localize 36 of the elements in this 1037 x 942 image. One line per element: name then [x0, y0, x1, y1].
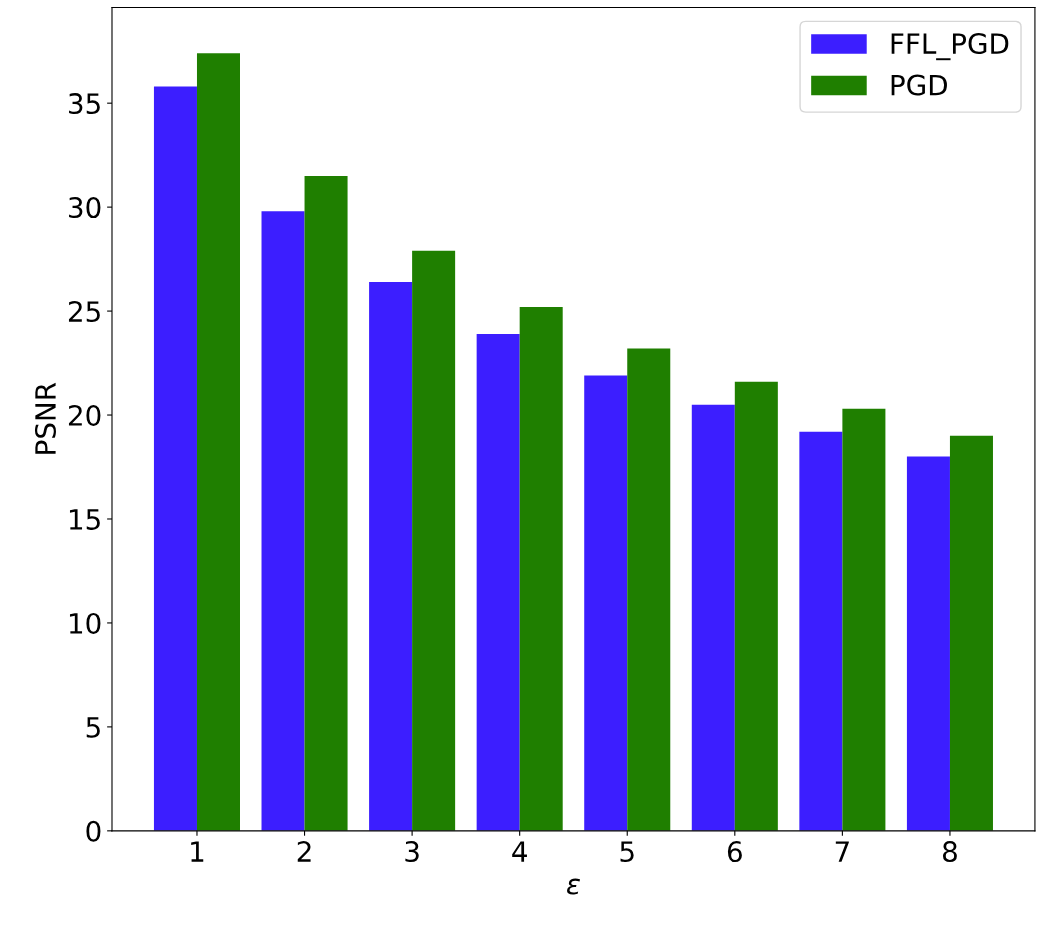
y-tick-label: 25 [68, 301, 100, 323]
y-tick-label: 5 [86, 717, 100, 738]
bar [153, 86, 197, 831]
bar [799, 431, 843, 831]
bar [842, 408, 886, 831]
bar [476, 333, 520, 831]
bar [261, 211, 305, 831]
y-tick-label: 30 [69, 197, 101, 219]
bar [304, 175, 348, 831]
x-tick-label: 3 [405, 841, 419, 863]
y-tick-label: 35 [69, 93, 100, 115]
y-tick-label: 10 [69, 612, 101, 634]
bar [949, 435, 993, 831]
bar [196, 53, 240, 831]
bar [369, 281, 413, 831]
y-tick-label: 20 [68, 404, 101, 426]
bar [627, 348, 671, 831]
bar [584, 375, 628, 831]
x-tick-label: 1 [191, 841, 204, 862]
bar [906, 456, 950, 831]
x-tick-label: 4 [512, 841, 527, 862]
y-tick-label: 0 [86, 820, 101, 842]
x-tick-label: 5 [620, 841, 634, 863]
y-axis-title: PSNR [34, 382, 56, 454]
x-tick-label: 8 [942, 841, 957, 863]
bar [734, 381, 778, 831]
bar [691, 404, 735, 831]
bar [412, 250, 456, 831]
bar [519, 306, 563, 831]
x-tick-label: 2 [297, 841, 311, 862]
legend-label: FFL_PGD [891, 33, 1009, 61]
x-tick-label: 7 [835, 841, 849, 862]
x-axis-title: ε [567, 878, 580, 895]
y-tick-label: 15 [69, 509, 100, 530]
legend-label: PGD [891, 74, 947, 96]
x-tick-label: 6 [727, 841, 742, 863]
